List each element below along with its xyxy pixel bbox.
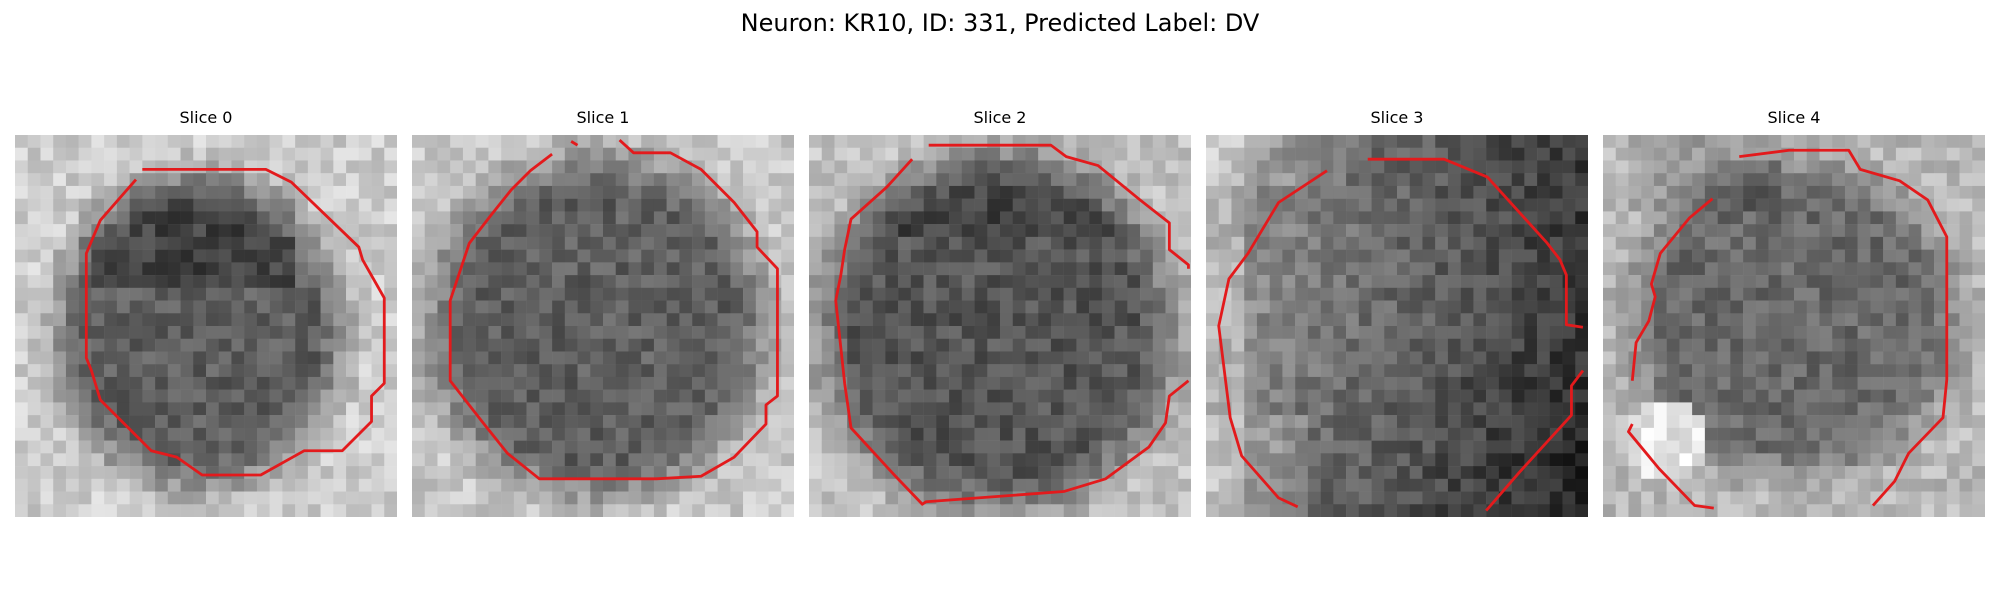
slice-3-contour-0: [1367, 157, 1584, 329]
slice-2-contour-0: [928, 143, 1190, 269]
slice-title-0: Slice 0: [179, 108, 233, 127]
slice-3-contour-1: [1485, 369, 1585, 512]
slice-title-1: Slice 1: [576, 108, 630, 127]
slice-1-contour-1: [448, 139, 779, 481]
figure-title: Neuron: KR10, ID: 331, Predicted Label: …: [740, 9, 1260, 37]
slice-panel-0: Slice 0: [15, 108, 397, 518]
slice-title-3: Slice 3: [1370, 108, 1424, 127]
slice-panel-1: Slice 1: [412, 108, 794, 518]
slice-2-contour-1: [834, 158, 1190, 506]
slice-3-contour-2: [1217, 169, 1328, 509]
slice-title-2: Slice 2: [973, 108, 1027, 127]
slice-image-4: [1603, 135, 1985, 517]
slice-4-contour-0: [1739, 148, 1949, 507]
slice-image-1: [412, 135, 794, 517]
slice-0-contour-0: [84, 167, 386, 477]
slice-image-0: [15, 135, 397, 517]
slice-panel-2: Slice 2: [809, 108, 1191, 518]
slice-title-4: Slice 4: [1767, 108, 1821, 127]
slice-4-contour-2: [1630, 197, 1714, 381]
slice-1-contour-0: [570, 140, 579, 147]
slice-4-contour-1: [1627, 423, 1714, 510]
slice-panel-4: Slice 4: [1603, 108, 1985, 518]
slice-image-3: [1206, 135, 1588, 517]
slice-panel-3: Slice 3: [1206, 108, 1588, 518]
slice-image-2: [809, 135, 1191, 517]
